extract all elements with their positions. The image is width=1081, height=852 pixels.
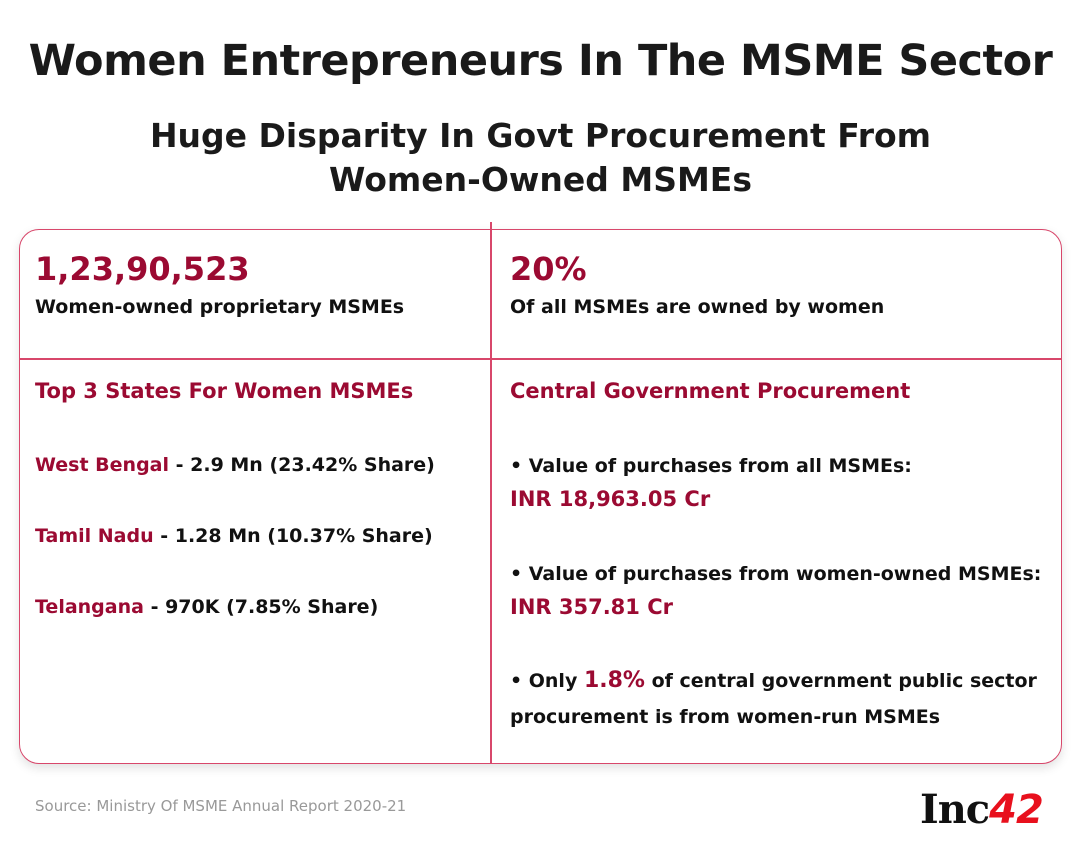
subtitle-line-1: Huge Disparity In Govt Procurement From xyxy=(149,116,932,155)
share-prefix: • Only xyxy=(510,670,584,692)
state-item: Telangana - 970K (7.85% Share) xyxy=(35,596,378,618)
share-line-2: procurement is from women-run MSMEs xyxy=(510,706,941,728)
state-detail: - 2.9 Mn (23.42% Share) xyxy=(169,454,435,476)
logo-text: Inc xyxy=(920,786,990,833)
state-detail: - 970K (7.85% Share) xyxy=(143,596,379,618)
stat-value: 20% xyxy=(510,250,587,288)
vertical-divider xyxy=(490,222,492,764)
heading-text: Top 3 States For Women MSMEs xyxy=(35,379,414,403)
state-name: West Bengal xyxy=(35,454,170,476)
state-name: Telangana xyxy=(35,596,144,618)
state-name: Tamil Nadu xyxy=(35,525,154,547)
share-line-1: • Only 1.8% of central government public… xyxy=(510,668,1037,693)
stat-label: Women-owned proprietary MSMEs xyxy=(35,296,405,318)
all-msme-value: INR 18,963.05 Cr xyxy=(510,487,711,511)
state-detail: - 1.28 Mn (10.37% Share) xyxy=(153,525,433,547)
state-item: West Bengal - 2.9 Mn (23.42% Share) xyxy=(35,454,435,476)
share-percent: 1.8% xyxy=(583,668,645,693)
procurement-heading: Central Government Procurement xyxy=(510,379,910,403)
horizontal-divider xyxy=(19,358,1062,360)
share-suffix: of central government public sector xyxy=(644,670,1037,692)
women-msme-label: • Value of purchases from women-owned MS… xyxy=(510,563,1042,585)
heading-text: Central Government Procurement xyxy=(510,379,911,403)
stat-label: Of all MSMEs are owned by women xyxy=(510,296,885,318)
stat-value: 1,23,90,523 xyxy=(35,250,250,288)
logo-number: 42 xyxy=(989,787,1044,833)
subtitle-line-2: Women-Owned MSMEs xyxy=(328,160,752,199)
top-states-heading: Top 3 States For Women MSMEs xyxy=(35,379,413,403)
page-title: Women Entrepreneurs In The MSME Sector xyxy=(28,36,1053,86)
stat-women-share: 20% Of all MSMEs are owned by women xyxy=(510,250,884,318)
state-item: Tamil Nadu - 1.28 Mn (10.37% Share) xyxy=(35,525,433,547)
source-note: Source: Ministry Of MSME Annual Report 2… xyxy=(35,797,407,815)
info-card xyxy=(19,229,1062,764)
all-msme-label: • Value of purchases from all MSMEs: xyxy=(510,455,912,477)
inc42-logo: Inc42 xyxy=(920,786,1044,833)
stat-women-owned: 1,23,90,523 Women-owned proprietary MSME… xyxy=(35,250,404,318)
page-subtitle: Huge Disparity In Govt Procurement From … xyxy=(0,114,1081,202)
women-msme-value: INR 357.81 Cr xyxy=(510,595,673,619)
